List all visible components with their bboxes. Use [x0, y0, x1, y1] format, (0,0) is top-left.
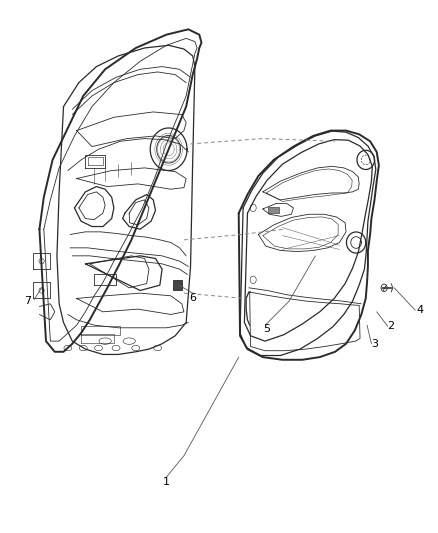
- Text: 1: 1: [163, 478, 170, 487]
- Text: 3: 3: [371, 339, 378, 349]
- Text: 4: 4: [416, 305, 423, 315]
- Text: 6: 6: [189, 294, 196, 303]
- Bar: [173, 280, 182, 290]
- Bar: [268, 207, 279, 213]
- Text: 7: 7: [25, 296, 32, 306]
- Text: 5: 5: [263, 325, 270, 334]
- Text: 2: 2: [387, 321, 394, 331]
